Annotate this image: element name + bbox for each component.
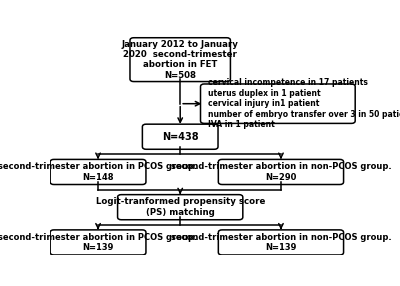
Text: second-trimester abortion in PCOS group.
N=139: second-trimester abortion in PCOS group.… xyxy=(0,233,198,252)
FancyBboxPatch shape xyxy=(142,124,218,149)
FancyBboxPatch shape xyxy=(218,230,344,255)
Text: N=438: N=438 xyxy=(162,132,198,142)
FancyBboxPatch shape xyxy=(50,159,146,184)
Text: second-trimester abortion in PCOS group.
N=148: second-trimester abortion in PCOS group.… xyxy=(0,162,198,182)
FancyBboxPatch shape xyxy=(130,38,230,82)
FancyBboxPatch shape xyxy=(218,159,344,184)
Text: cervical incompetence in 17 patients
uterus duplex in 1 patient
cervical injury : cervical incompetence in 17 patients ute… xyxy=(208,78,400,129)
Text: second-trimester abortion in non-PCOS group.
N=139: second-trimester abortion in non-PCOS gr… xyxy=(171,233,391,252)
FancyBboxPatch shape xyxy=(200,84,355,123)
Text: Logit-tranformed propensity score
(PS) matching: Logit-tranformed propensity score (PS) m… xyxy=(96,198,265,217)
FancyBboxPatch shape xyxy=(50,230,146,255)
FancyBboxPatch shape xyxy=(118,195,243,220)
Text: second-trimester abortion in non-PCOS group.
N=290: second-trimester abortion in non-PCOS gr… xyxy=(171,162,391,182)
Text: January 2012 to January
2020  second-trimester
abortion in FET
N=508: January 2012 to January 2020 second-trim… xyxy=(122,39,239,80)
